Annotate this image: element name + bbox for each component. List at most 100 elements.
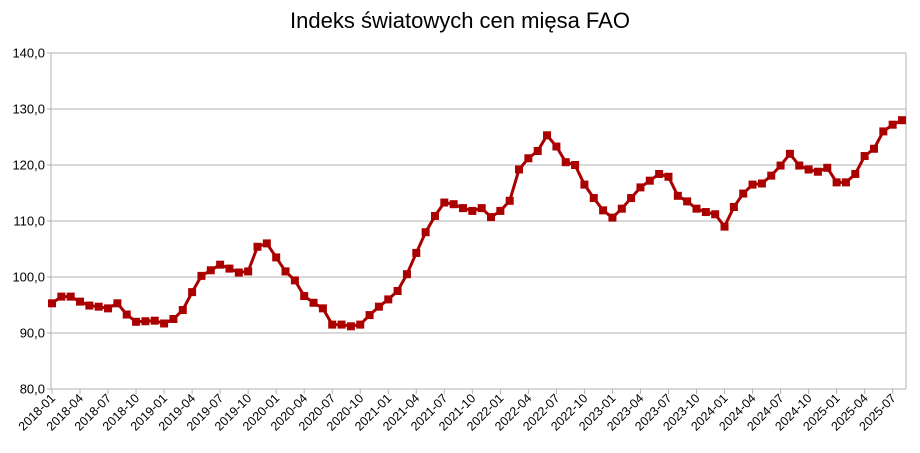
data-point [739, 189, 748, 198]
data-point [860, 152, 869, 161]
data-point [440, 198, 449, 207]
data-point [804, 165, 813, 174]
data-point [374, 302, 383, 311]
data-point [300, 292, 309, 301]
data-point [636, 183, 645, 192]
data-point [468, 206, 477, 215]
data-point [608, 213, 617, 222]
data-point [356, 320, 365, 329]
chart-title: Indeks światowych cen mięsa FAO [290, 8, 630, 33]
data-point [122, 310, 131, 319]
y-tick-label: 120,0 [12, 158, 45, 173]
data-point [561, 158, 570, 167]
data-point [253, 242, 262, 251]
y-tick-label: 100,0 [12, 270, 45, 285]
data-point [627, 194, 636, 203]
data-point [458, 204, 467, 213]
data-point [720, 222, 729, 231]
data-point [76, 297, 85, 306]
data-point [617, 204, 626, 213]
data-point [104, 304, 113, 313]
data-point [421, 228, 430, 237]
data-point [169, 315, 178, 323]
data-point [337, 320, 346, 329]
data-point [589, 194, 598, 203]
data-point [645, 176, 654, 185]
data-point [505, 196, 514, 205]
data-point [543, 131, 552, 140]
data-point [309, 298, 318, 307]
data-point [449, 200, 458, 209]
marker-layer [48, 116, 906, 331]
data-point [393, 287, 402, 295]
data-point [94, 302, 103, 311]
data-point [823, 163, 832, 172]
label-layer: 80,090,0100,0110,0120,0130,0140,02018-01… [12, 46, 898, 434]
data-point [272, 253, 281, 262]
data-point [487, 213, 496, 222]
axis-layer [50, 53, 907, 394]
data-point [655, 169, 664, 178]
data-point [216, 260, 225, 269]
y-tick-label: 110,0 [13, 214, 45, 229]
data-point [318, 304, 327, 313]
data-point [664, 172, 673, 181]
data-point [132, 317, 141, 326]
data-point [477, 204, 486, 213]
data-point [85, 301, 94, 310]
data-point [851, 169, 860, 178]
data-point [234, 268, 243, 277]
data-point [141, 317, 150, 326]
y-tick-label: 90,0 [20, 326, 45, 341]
data-point [346, 322, 355, 331]
data-point [384, 295, 393, 304]
data-point [711, 210, 720, 219]
data-point [430, 211, 439, 220]
data-point [412, 248, 421, 257]
data-point [748, 180, 757, 189]
data-point [533, 147, 542, 155]
data-point [57, 292, 66, 301]
data-point [571, 161, 580, 169]
data-point [515, 165, 524, 174]
data-point [524, 154, 533, 163]
data-point [66, 292, 75, 301]
data-point [178, 306, 187, 315]
data-point [841, 178, 850, 187]
data-point [701, 208, 710, 217]
data-point [813, 167, 822, 176]
data-point [599, 206, 608, 215]
data-point [776, 161, 785, 170]
data-point [767, 171, 776, 180]
data-point [365, 311, 374, 320]
data-point [188, 288, 197, 297]
grid-layer [47, 52, 906, 390]
data-point [683, 197, 692, 206]
data-point [402, 270, 411, 279]
data-point [262, 239, 271, 248]
data-point [244, 267, 253, 276]
data-point [225, 264, 234, 273]
data-point [552, 142, 561, 151]
line-layer [51, 118, 903, 328]
data-point [729, 203, 738, 211]
data-point [692, 204, 701, 213]
series-line [51, 118, 903, 328]
data-point [879, 127, 888, 136]
data-point [290, 276, 299, 285]
data-point [150, 316, 159, 325]
data-point [795, 161, 804, 170]
y-tick-label: 130,0 [12, 102, 45, 117]
data-point [673, 191, 682, 200]
data-point [48, 299, 56, 308]
data-point [281, 267, 290, 276]
data-point [785, 149, 794, 158]
y-tick-label: 140,0 [12, 46, 45, 61]
data-point [869, 144, 878, 153]
data-point [496, 206, 505, 215]
data-point [160, 319, 169, 328]
data-point [197, 271, 206, 280]
data-point [206, 266, 215, 275]
